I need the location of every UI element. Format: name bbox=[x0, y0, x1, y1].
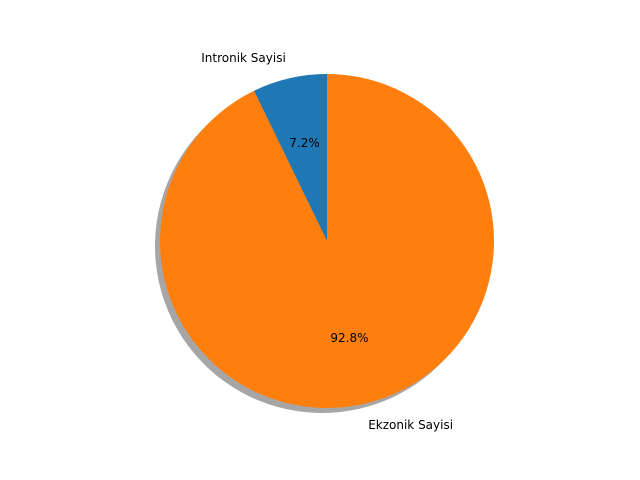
pie-slices bbox=[159, 74, 494, 408]
label-intronik-sayisi: Intronik Sayisi bbox=[201, 51, 286, 65]
percent-label-intronik-sayisi: 7.2% bbox=[289, 136, 320, 150]
slice-ekzonik-sayisi bbox=[159, 74, 494, 408]
label-ekzonik-sayisi: Ekzonik Sayisi bbox=[368, 418, 453, 432]
slice-intronik-sayisi bbox=[254, 74, 327, 241]
percent-label-ekzonik-sayisi: 92.8% bbox=[330, 331, 368, 345]
pie-labels: Intronik Sayisi 7.2% Ekzonik Sayisi 92.8% bbox=[201, 51, 453, 432]
